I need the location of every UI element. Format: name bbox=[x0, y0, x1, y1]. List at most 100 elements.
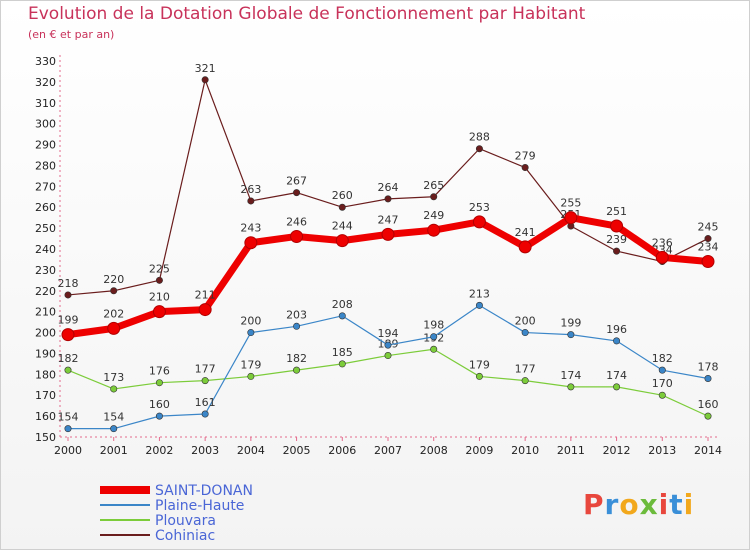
data-label: 264 bbox=[378, 181, 399, 194]
data-label: 176 bbox=[149, 365, 170, 378]
data-label: 200 bbox=[240, 315, 261, 328]
series-plaine-haute: 154 154 160 161 200 203 208 194 198 213 200 199 196 1… bbox=[58, 287, 719, 433]
y-tick-label: 210 bbox=[35, 306, 56, 319]
data-label: 179 bbox=[240, 358, 261, 371]
y-tick-label: 170 bbox=[35, 389, 56, 402]
x-tick-label: 2011 bbox=[557, 444, 585, 457]
data-point bbox=[567, 331, 575, 339]
data-point bbox=[201, 410, 209, 418]
series-saint-donan: 199 202 210 211 243 246 244 247 249 253 241 255 251 2… bbox=[58, 197, 719, 342]
data-label: 239 bbox=[606, 233, 627, 246]
data-label: 174 bbox=[560, 369, 581, 382]
y-tick-label: 300 bbox=[35, 118, 56, 131]
data-point bbox=[110, 385, 118, 393]
data-point bbox=[658, 391, 666, 399]
data-point bbox=[335, 234, 349, 248]
data-point bbox=[704, 235, 712, 243]
y-tick-label: 250 bbox=[35, 222, 56, 235]
y-tick-label: 240 bbox=[35, 243, 56, 256]
data-point bbox=[152, 305, 166, 319]
data-label: 170 bbox=[652, 377, 673, 390]
data-point bbox=[338, 203, 346, 211]
data-label: 265 bbox=[423, 179, 444, 192]
data-label: 208 bbox=[332, 298, 353, 311]
x-tick-label: 2004 bbox=[237, 444, 265, 457]
y-tick-label: 320 bbox=[35, 76, 56, 89]
data-label: 267 bbox=[286, 175, 307, 188]
data-point bbox=[198, 303, 212, 317]
data-label: 210 bbox=[149, 291, 170, 304]
data-point bbox=[701, 255, 715, 269]
data-label: 198 bbox=[423, 319, 444, 332]
data-point bbox=[475, 145, 483, 153]
data-point bbox=[155, 276, 163, 284]
x-tick-label: 2002 bbox=[145, 444, 173, 457]
data-point bbox=[430, 333, 438, 341]
data-point bbox=[64, 291, 72, 299]
data-label: 245 bbox=[698, 221, 719, 234]
data-label: 199 bbox=[560, 317, 581, 330]
data-point bbox=[155, 412, 163, 420]
data-label: 236 bbox=[652, 236, 673, 249]
data-point bbox=[293, 189, 301, 197]
data-point bbox=[107, 321, 121, 335]
logo-letter: P bbox=[583, 488, 605, 521]
data-label: 203 bbox=[286, 308, 307, 321]
x-tick-label: 2014 bbox=[694, 444, 722, 457]
data-label: 234 bbox=[698, 241, 719, 254]
data-point bbox=[521, 377, 529, 385]
data-label: 177 bbox=[195, 363, 216, 376]
legend-label: Plaine-Haute bbox=[155, 498, 244, 514]
data-label: 160 bbox=[698, 398, 719, 411]
data-label: 218 bbox=[58, 277, 79, 290]
data-label: 321 bbox=[195, 62, 216, 75]
data-point bbox=[655, 250, 669, 264]
data-label: 251 bbox=[606, 205, 627, 218]
x-tick-label: 2010 bbox=[511, 444, 539, 457]
data-label: 263 bbox=[240, 183, 261, 196]
x-tick-label: 2003 bbox=[191, 444, 219, 457]
data-point bbox=[704, 375, 712, 383]
data-point bbox=[613, 383, 621, 391]
data-point bbox=[293, 366, 301, 374]
data-label: 225 bbox=[149, 262, 170, 275]
data-point bbox=[613, 247, 621, 255]
y-tick-label: 200 bbox=[35, 327, 56, 340]
data-point bbox=[244, 236, 258, 250]
data-label: 154 bbox=[103, 411, 124, 424]
data-label: 161 bbox=[195, 396, 216, 409]
data-point bbox=[61, 328, 75, 342]
x-tick-label: 2012 bbox=[603, 444, 631, 457]
data-label: 211 bbox=[195, 289, 216, 302]
data-label: 241 bbox=[515, 226, 536, 239]
data-point bbox=[610, 219, 624, 233]
data-label: 177 bbox=[515, 363, 536, 376]
y-tick-label: 310 bbox=[35, 97, 56, 110]
data-label: 160 bbox=[149, 398, 170, 411]
series-plouvara: 1821731761771791821851891921791771741741… bbox=[58, 331, 719, 420]
chart-subtitle: (en € et par an) bbox=[28, 28, 115, 41]
data-label: 220 bbox=[103, 273, 124, 286]
data-point bbox=[155, 379, 163, 387]
data-label: 185 bbox=[332, 346, 353, 359]
x-tick-label: 2013 bbox=[648, 444, 676, 457]
data-label: 174 bbox=[606, 369, 627, 382]
x-tick-label: 2007 bbox=[374, 444, 402, 457]
data-point bbox=[64, 366, 72, 374]
data-point bbox=[564, 211, 578, 225]
data-point bbox=[567, 383, 575, 391]
legend-label: SAINT-DONAN bbox=[155, 483, 253, 499]
data-point bbox=[384, 341, 392, 349]
y-tick-label: 330 bbox=[35, 55, 56, 68]
data-point bbox=[521, 164, 529, 172]
data-point bbox=[472, 215, 486, 229]
data-label: 253 bbox=[469, 201, 490, 214]
y-tick-label: 220 bbox=[35, 285, 56, 298]
data-label: 182 bbox=[652, 352, 673, 365]
data-point bbox=[658, 366, 666, 374]
proxiti-logo: Proxiti bbox=[583, 488, 694, 521]
logo-letter: x bbox=[639, 488, 659, 521]
x-tick-label: 2008 bbox=[420, 444, 448, 457]
data-label: 179 bbox=[469, 358, 490, 371]
